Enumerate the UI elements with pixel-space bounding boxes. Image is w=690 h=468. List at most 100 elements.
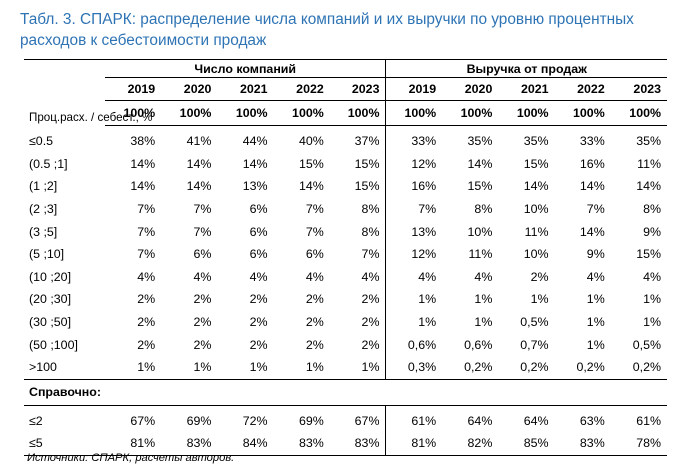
- total-cell: 100%: [273, 100, 330, 126]
- row-label: ≤2: [29, 413, 43, 428]
- value-cell: 44%: [242, 134, 268, 149]
- value-cell: 2%: [305, 292, 324, 307]
- year-header-cell: 2021: [498, 77, 555, 101]
- value-cell: 83%: [161, 432, 218, 456]
- value-cell: 14%: [579, 179, 605, 194]
- value-cell: 7%: [137, 247, 156, 262]
- value-cell: 1%: [474, 292, 493, 307]
- value-cell: 2%: [193, 315, 212, 330]
- value-cell: 10%: [523, 202, 549, 217]
- value-cell: 13%: [242, 179, 268, 194]
- row-header-label: Проц.расх. / себест., %: [29, 110, 153, 124]
- value-cell: 2%: [193, 292, 212, 307]
- value-cell: 6%: [249, 224, 268, 239]
- value-cell: 37%: [329, 125, 387, 153]
- value-cell: 15%: [467, 179, 493, 194]
- value-cell: 1%: [418, 292, 437, 307]
- total-cell: 100%: [385, 100, 443, 126]
- row-label: (5 ;10]: [29, 247, 65, 262]
- value-cell: 72%: [242, 413, 268, 428]
- value-cell: 4%: [305, 269, 324, 284]
- table-title: Табл. 3. СПАРК: распределение числа комп…: [20, 11, 634, 49]
- table-row: ≤2 67% 69% 72% 69% 67% 61% 64% 64% 63% 61%: [24, 405, 667, 433]
- value-cell: 4%: [137, 269, 156, 284]
- year-header-cell: 2023: [610, 77, 667, 101]
- value-cell: 8%: [643, 202, 661, 217]
- value-cell: 67%: [130, 413, 156, 428]
- value-cell: 15%: [329, 175, 387, 198]
- totals-row: 100% 100% 100% 100% 100% 100% 100% 100% 100% 100%: [24, 100, 667, 126]
- value-cell: 0,7%: [520, 337, 549, 352]
- value-cell: 1%: [586, 337, 605, 352]
- table-row: (30 ;50] 2% 2% 2% 2% 2% 1% 1% 0,5% 1% 1%: [24, 310, 667, 334]
- value-cell: 83%: [273, 432, 330, 456]
- row-label: ≤0.5: [29, 134, 54, 149]
- value-cell: 1%: [193, 360, 212, 375]
- table-row: (50 ;100] 2% 2% 2% 2% 2% 0,6% 0,6% 0,7% 1% 0,5%: [24, 333, 667, 356]
- year-header-cell: 2021: [217, 77, 274, 101]
- value-cell: 1%: [643, 315, 661, 330]
- table-row: (1 ;2] 14% 14% 13% 14% 15% 16% 15% 14% 14% 14%: [24, 175, 667, 198]
- value-cell: 14%: [186, 179, 212, 194]
- table-row: (0.5 ;1] 14% 14% 14% 15% 15% 12% 14% 15% 16% 11%: [24, 152, 667, 176]
- value-cell: 7%: [586, 202, 605, 217]
- value-cell: 11%: [524, 224, 549, 239]
- total-cell: 100%: [161, 100, 218, 126]
- table-body: Число компаний Выручка от продаж Проц.ра…: [24, 59, 667, 456]
- value-cell: 0,2%: [464, 360, 493, 375]
- value-cell: 12%: [411, 156, 437, 171]
- value-cell: 0,2%: [520, 360, 549, 375]
- source-note: Источники: СПАРК, расчеты авторов.: [27, 452, 235, 464]
- value-cell: 15%: [298, 156, 324, 171]
- value-cell: 67%: [329, 405, 387, 433]
- value-cell: 6%: [305, 247, 324, 262]
- value-cell: 2%: [193, 337, 212, 352]
- value-cell: 15%: [329, 152, 387, 176]
- total-cell: 100%: [329, 100, 387, 126]
- value-cell: 2%: [249, 315, 268, 330]
- value-cell: 2%: [329, 288, 387, 311]
- value-cell: 38%: [130, 134, 156, 149]
- value-cell: 1%: [305, 360, 324, 375]
- reference-section-row: Справочно:: [24, 378, 667, 406]
- value-cell: 14%: [242, 156, 268, 171]
- value-cell: 8%: [329, 197, 387, 221]
- value-cell: 6%: [249, 247, 268, 262]
- row-label: >100: [29, 360, 57, 375]
- value-cell: 15%: [523, 156, 549, 171]
- value-cell: 64%: [467, 413, 493, 428]
- value-cell: 1%: [249, 360, 268, 375]
- value-cell: 14%: [467, 156, 493, 171]
- value-cell: 1%: [474, 315, 493, 330]
- total-cell: 100%: [554, 100, 611, 126]
- year-header-cell: 2019: [105, 77, 162, 101]
- value-cell: 7%: [137, 224, 156, 239]
- value-cell: 2%: [530, 269, 549, 284]
- value-cell: 2%: [329, 333, 387, 356]
- year-header-cell: 2022: [273, 77, 330, 101]
- row-label: (10 ;20]: [29, 269, 72, 284]
- total-cell: 100%: [105, 100, 162, 126]
- table-row: (10 ;20] 4% 4% 4% 4% 4% 4% 4% 2% 4% 4%: [24, 265, 667, 289]
- value-cell: 2%: [137, 315, 156, 330]
- value-cell: 64%: [523, 413, 549, 428]
- value-cell: 4%: [586, 269, 605, 284]
- value-cell: 35%: [636, 134, 661, 149]
- value-cell: 33%: [579, 134, 605, 149]
- value-cell: 35%: [467, 134, 493, 149]
- value-cell: 41%: [186, 134, 212, 149]
- value-cell: 35%: [523, 134, 549, 149]
- value-cell: 1%: [137, 360, 156, 375]
- distribution-table: Число компаний Выручка от продаж Проц.ра…: [24, 59, 667, 456]
- value-cell: 1%: [586, 315, 605, 330]
- total-cell: 100%: [217, 100, 274, 126]
- value-cell: 14%: [130, 179, 156, 194]
- value-cell: 7%: [329, 242, 387, 266]
- group-header-row: Число компаний Выручка от продаж: [24, 59, 667, 78]
- table-row: (2 ;3] 7% 7% 6% 7% 8% 7% 8% 10% 7% 8%: [24, 197, 667, 221]
- value-cell: 2%: [305, 315, 324, 330]
- year-header-cell: 2020: [442, 77, 499, 101]
- value-cell: 81%: [385, 432, 443, 456]
- value-cell: 13%: [411, 224, 437, 239]
- value-cell: 4%: [418, 269, 437, 284]
